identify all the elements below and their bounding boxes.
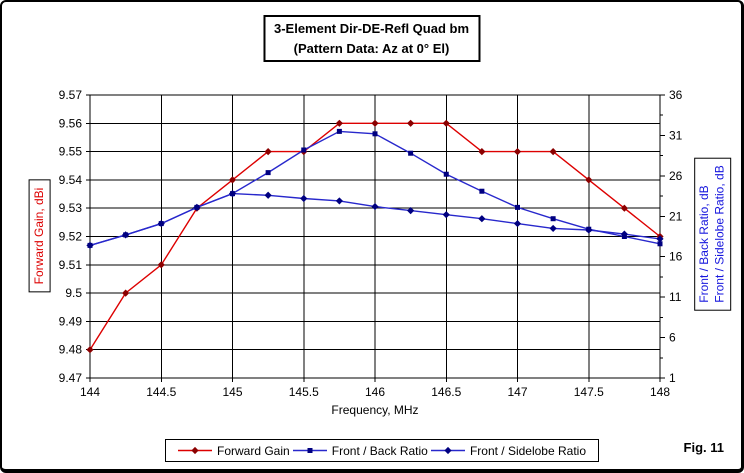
svg-text:144: 144 (80, 385, 100, 399)
right-axis-title-line2: Front / Sidelobe Ratio, dB (712, 165, 727, 303)
vertical-gridlines (89, 95, 661, 382)
svg-text:147.5: 147.5 (574, 385, 604, 399)
svg-text:9.51: 9.51 (59, 258, 83, 272)
left-axis-title-text: Forward Gain, dBi (32, 187, 46, 285)
right-axis-title-line1: Front / Back Ratio, dB (697, 185, 711, 303)
legend-label-front-back-ratio: Front / Back Ratio (331, 443, 428, 458)
legend-line-front-back-ratio-icon (292, 448, 327, 453)
svg-text:148: 148 (650, 385, 670, 399)
figure-number-label: Fig. 11 (683, 440, 724, 455)
svg-text:9.48: 9.48 (59, 343, 83, 357)
svg-text:9.57: 9.57 (59, 88, 83, 102)
svg-text:26: 26 (669, 169, 683, 183)
chart-title-line2: (Pattern Data: Az at 0° El) (293, 40, 450, 56)
legend-item-forward-gain: Forward Gain (178, 444, 290, 458)
plot-area: 9.57 9.56 9.55 9.54 9.53 9.52 9.51 9.5 9.49 9.48 9… (59, 88, 683, 399)
svg-text:6: 6 (669, 331, 676, 345)
svg-text:9.55: 9.55 (59, 145, 83, 159)
svg-text:9.47: 9.47 (59, 371, 83, 385)
svg-text:21: 21 (669, 209, 683, 223)
left-axis-title: Forward Gain, dBi (29, 179, 51, 293)
svg-text:147: 147 (507, 385, 527, 399)
legend-line-forward-gain-icon (178, 446, 212, 455)
svg-text:145: 145 (222, 385, 242, 399)
svg-text:31: 31 (669, 128, 683, 142)
legend-label-front-sidelobe-ratio: Front / Sidelobe Ratio (469, 443, 586, 458)
svg-text:9.49: 9.49 (59, 314, 83, 328)
legend-item-front-sidelobe-ratio: Front / Sidelobe Ratio (430, 443, 586, 458)
legend-line-front-sidelobe-ratio-icon (430, 446, 465, 455)
svg-text:36: 36 (669, 88, 683, 102)
x-axis-tick-labels: 144 144.5 145 145.5 146 146.5 147 147.5 148 (80, 385, 670, 399)
chart-legend: Forward Gain Front / Back Ratio Front / Si… (165, 439, 599, 462)
chart-title-line1: 3-Element Dir-DE-Refl Quad bm (273, 21, 470, 36)
svg-text:146.5: 146.5 (431, 385, 461, 399)
series-front-sidelobe-ratio (86, 190, 664, 249)
svg-text:9.5: 9.5 (65, 286, 82, 300)
svg-text:145.5: 145.5 (289, 385, 319, 399)
svg-text:9.56: 9.56 (59, 116, 83, 130)
left-axis-tick-labels: 9.57 9.56 9.55 9.54 9.53 9.52 9.51 9.5 9.49 9.48 9… (59, 88, 83, 385)
x-axis-title: Frequency, MHz (331, 403, 419, 417)
right-axis-tick-labels: 36 31 26 21 16 11 6 1 (669, 88, 683, 385)
svg-text:9.53: 9.53 (59, 201, 83, 215)
right-axis-title: Front / Back Ratio, dB Front / Sidelobe … (694, 157, 732, 311)
svg-text:1: 1 (669, 371, 676, 385)
legend-label-forward-gain: Forward Gain (217, 443, 290, 458)
svg-text:16: 16 (669, 250, 683, 264)
svg-text:146: 146 (365, 385, 385, 399)
svg-text:9.54: 9.54 (59, 173, 83, 187)
chart-title: 3-Element Dir-DE-Refl Quad bm (Pattern D… (262, 15, 481, 62)
svg-text:11: 11 (669, 290, 682, 304)
svg-text:9.52: 9.52 (59, 230, 83, 244)
svg-text:144.5: 144.5 (146, 385, 176, 399)
legend-item-front-back-ratio: Front / Back Ratio (292, 443, 428, 458)
